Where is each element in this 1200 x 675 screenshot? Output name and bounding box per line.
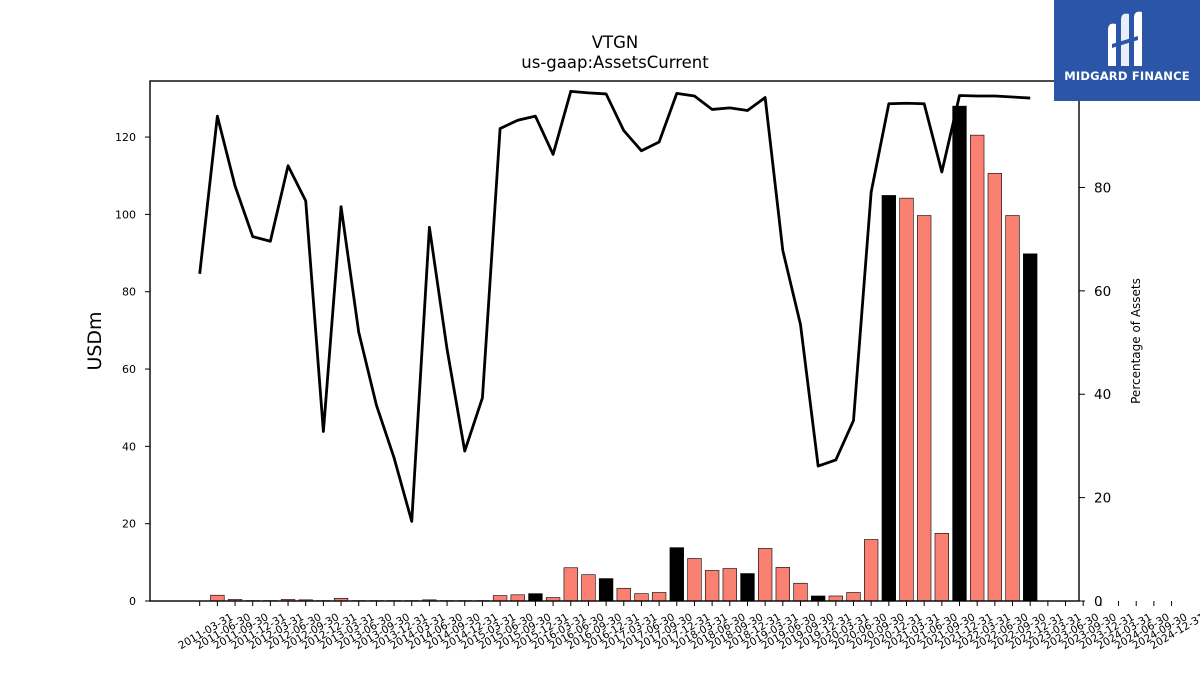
x-axis: 2011-03-312011-06-302011-09-302011-12-31… <box>176 601 1200 652</box>
y-tick-label: 0 <box>129 595 136 608</box>
bar <box>1023 253 1038 602</box>
y2-tick-label: 20 <box>1094 491 1111 507</box>
bar <box>740 573 755 602</box>
bar <box>581 574 596 602</box>
y-tick-label: 80 <box>122 286 136 299</box>
bar <box>934 533 949 602</box>
midgard-logo-icon <box>1108 11 1142 67</box>
brand-logo: MIDGARD FINANCE <box>1054 0 1200 101</box>
chart-subtitle: us-gaap:AssetsCurrent <box>521 53 709 72</box>
y2-tick-label: 0 <box>1094 594 1103 610</box>
y2-tick-label: 40 <box>1094 387 1111 403</box>
bar <box>528 593 543 602</box>
bar <box>793 582 808 602</box>
y2-axis-label: Percentage of Assets <box>1129 278 1143 404</box>
y-axis-left: 0 20 40 60 80 100 120 <box>115 131 150 608</box>
chart-title: VTGN <box>592 33 639 52</box>
logo-text: MIDGARD FINANCE <box>1064 69 1190 83</box>
bar <box>598 578 614 602</box>
bar <box>864 539 879 602</box>
bar <box>704 570 720 602</box>
plot-frame <box>149 80 1080 602</box>
y-tick-label: 100 <box>115 208 136 221</box>
bar <box>970 134 985 602</box>
y-tick-label: 20 <box>122 518 136 531</box>
bar <box>757 548 773 602</box>
bar <box>775 567 790 602</box>
y-tick-label: 40 <box>122 440 136 453</box>
bar <box>1005 215 1020 602</box>
y2-tick-label: 60 <box>1094 284 1111 300</box>
bar <box>492 595 508 602</box>
bar <box>987 173 1002 602</box>
bar <box>846 592 861 602</box>
bar <box>899 197 914 602</box>
bar <box>563 567 578 602</box>
bar <box>651 592 667 602</box>
bar <box>722 568 737 602</box>
bar <box>687 558 702 602</box>
bar <box>616 587 631 602</box>
y-axis-label: USDm <box>84 311 106 370</box>
y-axis-right: 0 20 40 60 80 <box>1079 180 1111 610</box>
y-tick-label: 60 <box>122 363 136 376</box>
bar <box>810 595 826 602</box>
bar <box>510 594 525 602</box>
bar <box>952 105 967 602</box>
bar <box>828 595 843 602</box>
y-tick-label: 120 <box>115 131 136 144</box>
bar-series <box>192 105 1038 602</box>
ratio-line <box>198 89 1031 523</box>
bar <box>881 195 896 602</box>
bar <box>634 593 649 602</box>
bar <box>669 547 684 602</box>
bar <box>917 215 932 602</box>
bar <box>210 594 225 602</box>
y2-tick-label: 80 <box>1094 180 1111 196</box>
